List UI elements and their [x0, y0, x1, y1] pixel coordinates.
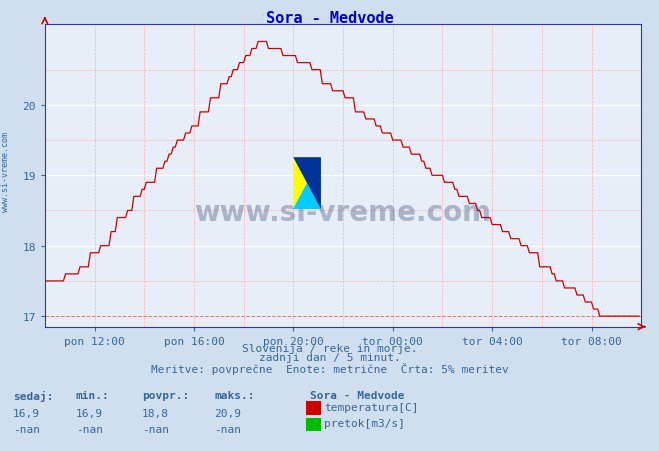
- Text: min.:: min.:: [76, 390, 109, 400]
- Text: Sora - Medvode: Sora - Medvode: [310, 390, 404, 400]
- Text: 20,9: 20,9: [214, 408, 241, 418]
- Text: -nan: -nan: [76, 424, 103, 434]
- Text: 18,8: 18,8: [142, 408, 169, 418]
- Text: 16,9: 16,9: [76, 408, 103, 418]
- Polygon shape: [293, 158, 321, 210]
- Text: Meritve: povprečne  Enote: metrične  Črta: 5% meritev: Meritve: povprečne Enote: metrične Črta:…: [151, 363, 508, 375]
- Text: -nan: -nan: [142, 424, 169, 434]
- Polygon shape: [293, 158, 321, 210]
- Text: zadnji dan / 5 minut.: zadnji dan / 5 minut.: [258, 353, 401, 363]
- Text: Sora - Medvode: Sora - Medvode: [266, 11, 393, 26]
- Text: povpr.:: povpr.:: [142, 390, 189, 400]
- Text: 16,9: 16,9: [13, 408, 40, 418]
- Text: sedaj:: sedaj:: [13, 390, 53, 401]
- Text: -nan: -nan: [214, 424, 241, 434]
- Text: -nan: -nan: [13, 424, 40, 434]
- Text: maks.:: maks.:: [214, 390, 254, 400]
- Text: www.si-vreme.com: www.si-vreme.com: [194, 198, 492, 226]
- Text: temperatura[C]: temperatura[C]: [324, 402, 418, 412]
- Polygon shape: [293, 158, 321, 210]
- Text: www.si-vreme.com: www.si-vreme.com: [1, 132, 10, 211]
- Text: Slovenija / reke in morje.: Slovenija / reke in morje.: [242, 343, 417, 353]
- Text: pretok[m3/s]: pretok[m3/s]: [324, 419, 405, 428]
